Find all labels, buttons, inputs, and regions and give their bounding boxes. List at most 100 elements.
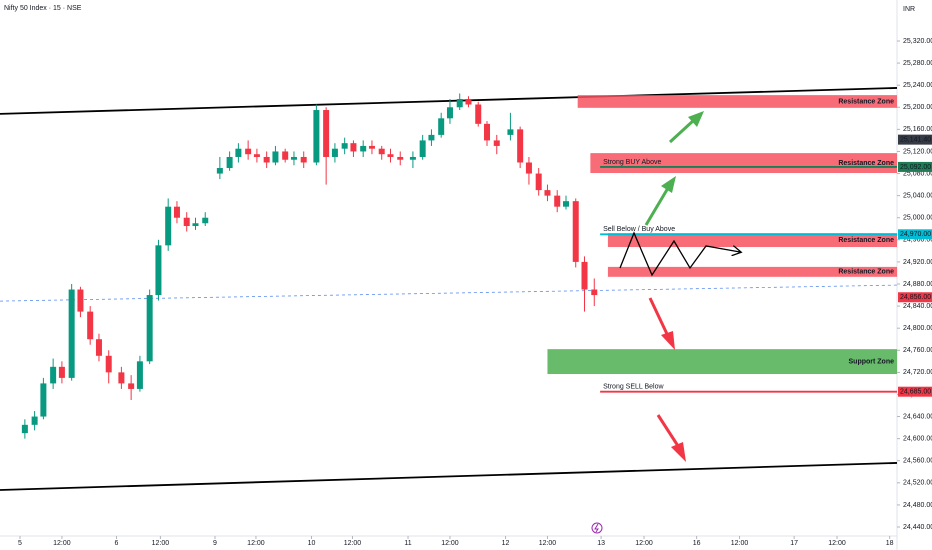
candle-body [446, 107, 453, 119]
candle-body [105, 355, 112, 373]
y-tick-label: 25,280.00 [903, 60, 932, 67]
candle-body [77, 289, 84, 312]
candle-body [465, 98, 472, 105]
candle-body [95, 339, 102, 356]
candle-body [202, 217, 209, 224]
annotations [591, 111, 740, 534]
y-tick-label: 24,600.00 [903, 435, 932, 442]
x-tick-label: 10 [308, 540, 316, 547]
price-tag [898, 292, 932, 303]
candle-body [456, 98, 463, 108]
price-tag [898, 161, 932, 172]
candle-body [428, 134, 435, 141]
candle-body [323, 110, 330, 157]
candle-body [165, 206, 172, 246]
y-tick-label: 24,640.00 [903, 413, 932, 420]
event-icon-bolt [594, 523, 599, 533]
candle-body [350, 143, 357, 152]
x-tick-label: 12:00 [441, 540, 459, 547]
plot-layer: 24,440.00 24,480.00 24,520.00 24,560.00 24,6… [0, 38, 932, 547]
x-tick-label: 6 [115, 540, 119, 547]
candle-body [562, 201, 569, 207]
zone-label: Resistance Zone [838, 269, 894, 276]
candle-body [216, 168, 223, 174]
candle-body [368, 145, 375, 149]
zigzag-projection [619, 231, 740, 277]
zone-label: Resistance Zone [838, 98, 894, 105]
y-tick-label: 24,920.00 [903, 259, 932, 266]
candle-body [507, 129, 514, 135]
arrow-head [688, 111, 704, 127]
candle-body [192, 223, 199, 227]
candle-body [50, 366, 57, 384]
candle-body [493, 140, 500, 146]
zone [607, 266, 897, 277]
candle-body [263, 156, 270, 163]
x-tick-label: 12:00 [635, 540, 653, 547]
candle-body [226, 156, 233, 169]
zone [577, 95, 897, 108]
arrow-head [661, 176, 676, 193]
zone [607, 233, 897, 247]
level-label: Sell Below / Buy Above [603, 226, 675, 233]
candle-body [525, 162, 532, 174]
x-tick-label: 5 [18, 540, 22, 547]
candle-body [21, 424, 28, 434]
candle-body [387, 154, 394, 157]
candle-body [438, 118, 445, 135]
zone-label: Support Zone [849, 358, 895, 365]
arrow-head [671, 442, 686, 462]
x-tick-label: 18 [886, 540, 894, 547]
candle-body [409, 156, 416, 160]
level-label: Strong BUY Above [603, 159, 661, 166]
candle-body [128, 383, 135, 389]
x-tick-label: 12:00 [53, 540, 71, 547]
candle-body [581, 261, 588, 290]
candle-body [136, 361, 143, 389]
candle-body [544, 190, 551, 196]
candle-body [397, 156, 404, 160]
candle-body [484, 123, 491, 141]
candle-body [183, 217, 190, 227]
y-tick-label: 24,440.00 [903, 524, 932, 531]
x-tick-label: 12:00 [247, 540, 265, 547]
y-tick-label: 25,160.00 [903, 126, 932, 133]
candle-body [87, 311, 94, 340]
price-tag-label: 24,685.00 [900, 389, 931, 396]
y-tick-label: 24,480.00 [903, 502, 932, 509]
price-tag-label: 24,970.00 [900, 231, 931, 238]
x-tick-label: 12:00 [731, 540, 749, 547]
arrow-down [656, 414, 680, 447]
price-tag-label: 24,856.00 [900, 294, 931, 301]
candle-body [235, 148, 242, 157]
y-tick-label: 24,880.00 [903, 281, 932, 288]
zone-label: Resistance Zone [838, 160, 894, 167]
price-tag-label: 25,141.40 [900, 136, 931, 143]
level-label: Strong SELL Below [603, 384, 664, 391]
candle-body [572, 201, 579, 262]
candle-body [253, 154, 260, 157]
event-icon[interactable] [591, 522, 603, 534]
arrow-head [661, 331, 675, 350]
y-tick-label: 25,000.00 [903, 215, 932, 222]
x-tick-label: 12:00 [539, 540, 557, 547]
candle-body [517, 129, 524, 163]
candle-body [173, 206, 180, 218]
y-tick-label: 24,760.00 [903, 347, 932, 354]
candle-body [68, 289, 75, 378]
candle-body [475, 104, 482, 124]
x-tick-label: 16 [693, 540, 701, 547]
y-tick-label: 24,960.00 [903, 237, 932, 244]
y-tick-label: 24,840.00 [903, 303, 932, 310]
x-tick-label: 11 [404, 540, 411, 547]
price-tag [898, 134, 932, 145]
price-tag [898, 229, 932, 240]
y-tick-label: 25,200.00 [903, 104, 932, 111]
candle-body [282, 151, 289, 160]
price-tag [898, 386, 932, 397]
candle-body [245, 148, 252, 155]
trendline [0, 462, 898, 491]
candle-body [58, 366, 65, 378]
candle-body [313, 110, 320, 163]
